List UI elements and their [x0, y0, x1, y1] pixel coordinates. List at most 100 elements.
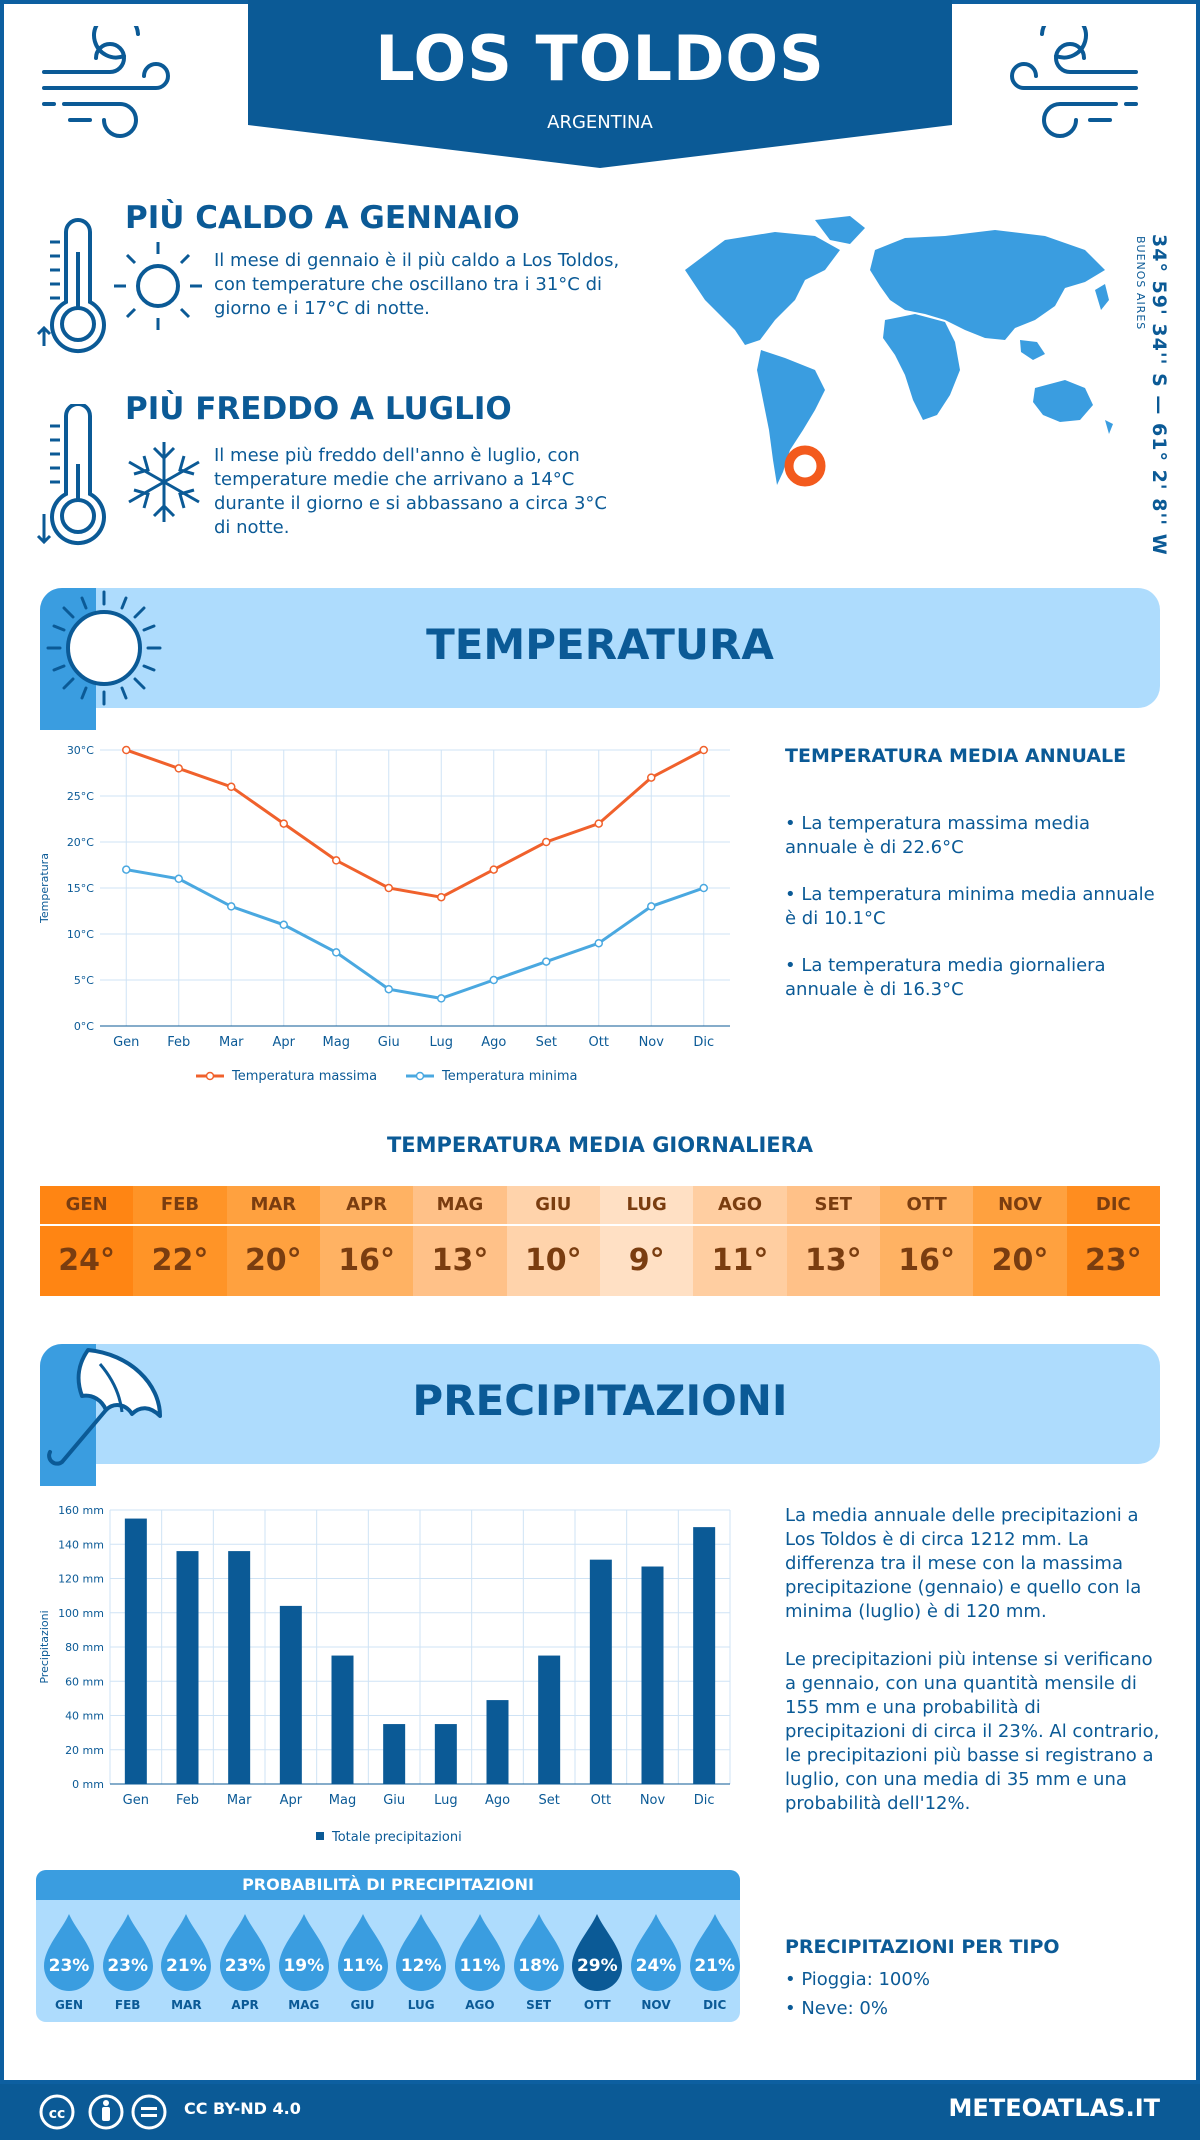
probability-value: 23% — [224, 1956, 266, 1976]
umbrella-rain-icon — [40, 1344, 162, 1486]
y-tick-label: 40 mm — [65, 1710, 104, 1723]
y-tick-label: 25°C — [67, 790, 94, 803]
precip-bar — [279, 1605, 302, 1784]
probability-value: 24% — [635, 1956, 677, 1976]
data-point — [227, 782, 236, 792]
data-point — [437, 892, 446, 902]
y-tick-label: 15°C — [67, 882, 94, 895]
precipitation-banner — [40, 1344, 1160, 1464]
legend-label: Temperatura massima — [231, 1069, 377, 1084]
daily-temp-value: 16° — [320, 1226, 414, 1296]
data-point — [542, 837, 551, 847]
data-point — [174, 874, 183, 884]
sun-icon — [40, 588, 162, 730]
daily-temp-value: 10° — [506, 1226, 600, 1296]
raindrop-icon — [278, 1914, 329, 1991]
precip-type-title: PRECIPITAZIONI PER TIPO — [785, 1936, 1060, 1958]
daily-month-label: MAR — [226, 1186, 320, 1224]
raindrop-icon — [454, 1914, 505, 1991]
temperature-banner — [40, 588, 1160, 708]
x-tick-label: Feb — [167, 1035, 190, 1050]
wind-icon-right — [1010, 26, 1138, 138]
world-map — [685, 216, 1113, 487]
thermometer-sun-icon — [36, 218, 202, 353]
daily-month-label: DIC — [1066, 1186, 1160, 1224]
raindrop-icon — [102, 1914, 153, 1991]
raindrop-icon — [396, 1914, 447, 1991]
probability-month: LUG — [407, 1998, 435, 2012]
hot-month-title: PIÙ CALDO A GENNAIO — [125, 200, 520, 236]
y-tick-label: 0 mm — [72, 1778, 104, 1791]
probability-month: AGO — [465, 1998, 495, 2012]
probability-value: 23% — [48, 1956, 90, 1976]
coordinates: 34° 59' 34'' S — 61° 2' 8'' W — [1148, 234, 1170, 556]
precip-bar — [589, 1559, 612, 1784]
data-point — [279, 819, 288, 828]
probability-value: 12% — [400, 1956, 442, 1976]
x-tick-label: Feb — [176, 1793, 199, 1808]
hot-month-text: Il mese di gennaio è il più caldo a Los … — [214, 250, 620, 319]
city-title: LOS TOLDOS — [375, 22, 825, 95]
precip-bar — [331, 1655, 354, 1784]
daily-month-label: AGO — [693, 1186, 787, 1224]
legend-label: Temperatura minima — [441, 1069, 578, 1084]
country-subtitle: ARGENTINA — [547, 112, 653, 133]
data-point — [594, 938, 603, 948]
probability-month: DIC — [703, 1998, 727, 2012]
daily-temp-value: 13° — [786, 1226, 880, 1296]
x-tick-label: Mar — [227, 1793, 252, 1808]
data-point — [489, 975, 498, 985]
daily-month-label: GIU — [506, 1186, 600, 1224]
region-label: BUENOS AIRES — [1134, 236, 1147, 331]
x-tick-label: Lug — [429, 1035, 453, 1050]
x-tick-label: Set — [538, 1793, 559, 1808]
probability-month: GEN — [54, 1998, 84, 2012]
raindrop-icon — [689, 1914, 740, 1991]
x-tick-label: Ago — [481, 1035, 506, 1050]
daily-temp-value: 9° — [600, 1226, 694, 1296]
daily-month-label: NOV — [973, 1186, 1067, 1224]
daily-month-label: GEN — [40, 1186, 134, 1224]
daily-month-label: SET — [786, 1186, 880, 1224]
probability-value: 19% — [283, 1956, 325, 1976]
x-tick-label: Lug — [434, 1793, 458, 1808]
y-tick-label: 20 mm — [65, 1744, 104, 1757]
y-axis-label: Temperatura — [38, 853, 51, 924]
series-line-min — [125, 868, 705, 1000]
annual-temp-title: TEMPERATURA MEDIA ANNUALE — [785, 745, 1127, 767]
daily-temp-title: TEMPERATURA MEDIA GIORNALIERA — [386, 1133, 814, 1157]
raindrop-icon — [513, 1914, 564, 1991]
cold-month-title: PIÙ FREDDO A LUGLIO — [125, 391, 512, 427]
thermometer-snowflake-icon — [36, 404, 200, 545]
x-tick-label: Nov — [639, 1035, 665, 1050]
data-point — [332, 948, 341, 957]
x-tick-label: Gen — [113, 1035, 139, 1050]
data-point — [384, 984, 393, 994]
precip-bar — [124, 1518, 147, 1784]
x-tick-label: Apr — [280, 1793, 303, 1808]
probability-month: NOV — [641, 1998, 671, 2012]
table-divider — [40, 1224, 1160, 1226]
precip-bar — [228, 1551, 251, 1784]
cold-month-text: Il mese più freddo dell'anno è luglio, c… — [214, 445, 607, 538]
daily-temp-value: 22° — [133, 1226, 227, 1296]
svg-text:cc: cc — [49, 2106, 66, 2122]
raindrop-icon — [631, 1914, 681, 1991]
x-tick-label: Mag — [329, 1793, 356, 1808]
probability-month: SET — [526, 1998, 552, 2012]
precip-detail-text: Le precipitazioni più intense si verific… — [785, 1649, 1160, 1814]
daily-temp-value: 23° — [1066, 1226, 1160, 1296]
data-point — [437, 994, 446, 1003]
daily-month-label: APR — [320, 1186, 414, 1224]
temperature-section-title: TEMPERATURA — [426, 620, 774, 669]
data-point — [489, 865, 498, 874]
license-text: CC BY-ND 4.0 — [184, 2099, 301, 2118]
site-name[interactable]: METEOATLAS.IT — [948, 2094, 1160, 2122]
x-tick-label: Giu — [383, 1793, 405, 1808]
series-line-max — [125, 748, 705, 899]
title-banner — [248, 0, 952, 168]
data-point — [594, 819, 603, 828]
x-tick-label: Mag — [323, 1035, 350, 1050]
daily-temp-value: 16° — [880, 1226, 974, 1296]
